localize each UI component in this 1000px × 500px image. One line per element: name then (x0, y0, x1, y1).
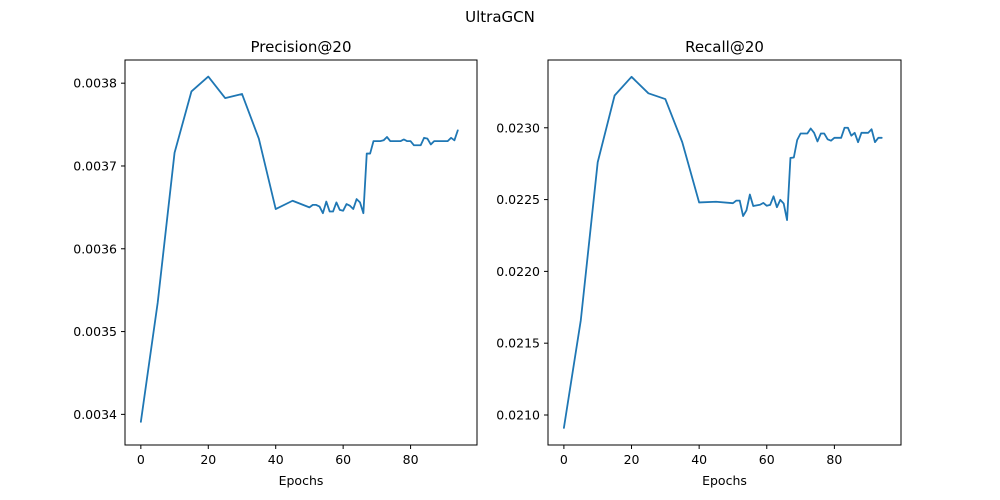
x-tick-label: 20 (624, 452, 640, 467)
x-tick-label: 60 (335, 452, 351, 467)
subplot-precision: Precision@20 0 20 40 60 80 0.0034 0.0035 0.0036 0… (73, 38, 478, 488)
y-tick-label: 0.0034 (73, 407, 117, 422)
x-tick-label: 0 (560, 452, 568, 467)
y-tick-label: 0.0037 (73, 158, 117, 173)
x-tick-label: 40 (268, 452, 284, 467)
y-tick-label: 0.0210 (496, 407, 540, 422)
figure-title: UltraGCN (465, 8, 535, 26)
y-tick-label: 0.0035 (73, 324, 117, 339)
x-tick-label: 0 (137, 452, 145, 467)
y-tick-label: 0.0215 (496, 336, 540, 351)
y-tick-label: 0.0036 (73, 241, 117, 256)
plot-title-recall: Recall@20 (685, 38, 764, 56)
y-tick-label: 0.0230 (496, 120, 540, 135)
plot-frame-recall (547, 59, 902, 446)
x-tick-label: 40 (691, 452, 707, 467)
subplot-recall: Recall@20 0 20 40 60 80 0.0210 0.0215 0.0220 0.02… (496, 38, 902, 488)
plot-frame-precision (124, 59, 478, 446)
x-tick-label: 80 (826, 452, 842, 467)
x-axis-label-recall: Epochs (702, 473, 747, 488)
x-tick-label: 60 (759, 452, 775, 467)
y-tick-label: 0.0038 (73, 76, 117, 91)
y-tick-label: 0.0225 (496, 192, 540, 207)
x-tick-label: 20 (200, 452, 216, 467)
series-line-precision (139, 75, 459, 423)
x-tick-label: 80 (403, 452, 419, 467)
plot-title-precision: Precision@20 (250, 38, 351, 56)
series-line-recall (562, 75, 883, 429)
x-axis-label-precision: Epochs (279, 473, 324, 488)
y-tick-label: 0.0220 (496, 264, 540, 279)
